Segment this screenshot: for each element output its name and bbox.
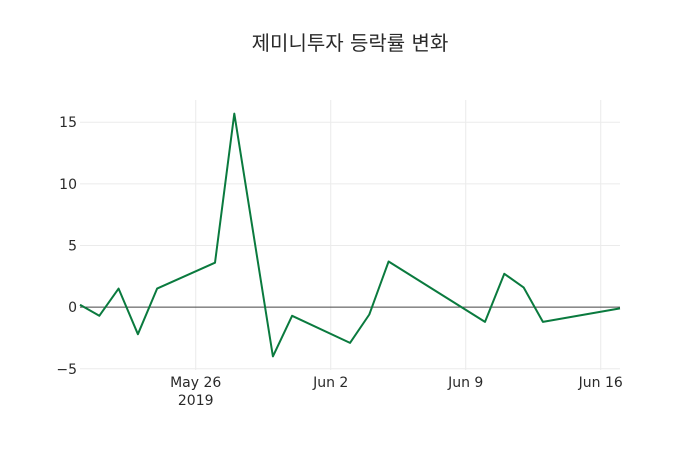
x-tick-label: Jun 9 xyxy=(447,375,483,391)
chart-title: 제미니투자 등락률 변화 xyxy=(252,31,449,55)
y-tick-label: −5 xyxy=(56,362,77,378)
x-tick-label: May 26 xyxy=(170,375,221,391)
y-tick-label: 10 xyxy=(59,177,77,193)
series-line xyxy=(79,112,621,358)
x-tick-year-label: 2019 xyxy=(178,393,214,409)
y-tick-label: 0 xyxy=(68,300,77,316)
x-tick-label: Jun 16 xyxy=(578,375,623,391)
x-tick-label: Jun 2 xyxy=(312,375,348,391)
y-tick-label: 15 xyxy=(59,115,77,131)
y-tick-label: 5 xyxy=(68,238,77,254)
